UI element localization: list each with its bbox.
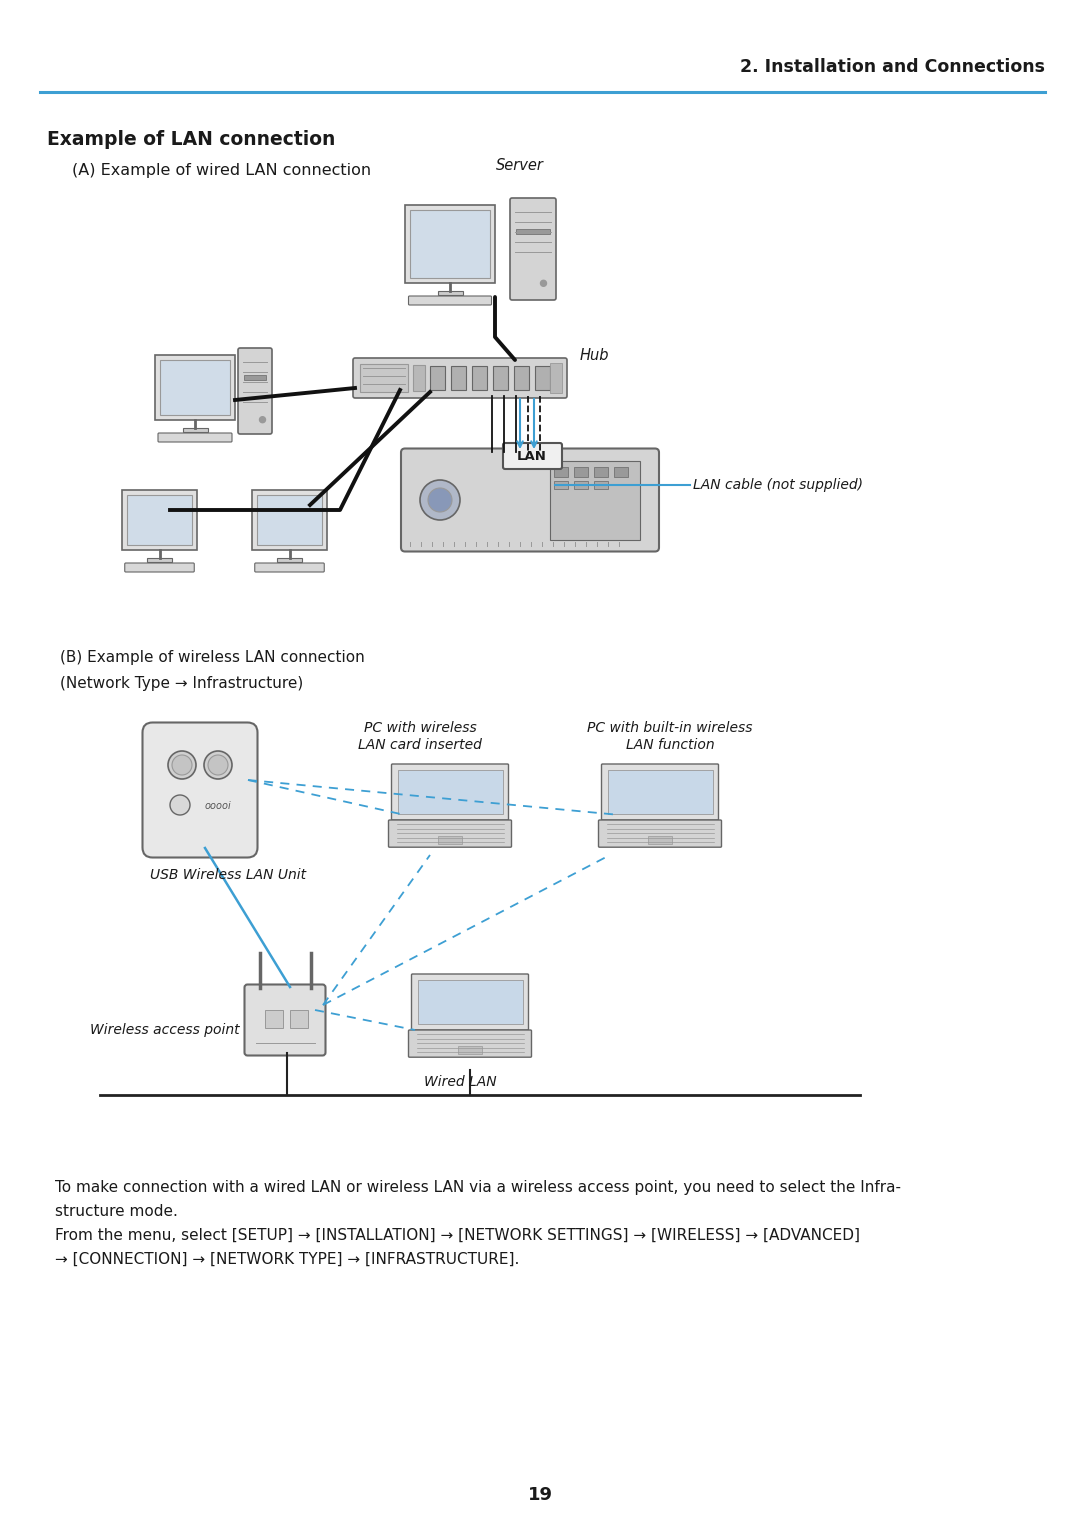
Bar: [183, 428, 207, 431]
Bar: [594, 466, 608, 477]
Bar: [252, 491, 327, 550]
Bar: [276, 558, 302, 562]
Bar: [410, 210, 490, 277]
Circle shape: [208, 754, 228, 776]
Bar: [472, 366, 487, 390]
Text: (B) Example of wireless LAN connection: (B) Example of wireless LAN connection: [60, 651, 365, 664]
Text: Example of LAN connection: Example of LAN connection: [48, 130, 336, 149]
Bar: [430, 366, 445, 390]
Text: From the menu, select [SETUP] → [INSTALLATION] → [NETWORK SETTINGS] → [WIRELESS]: From the menu, select [SETUP] → [INSTALL…: [55, 1228, 860, 1244]
FancyBboxPatch shape: [125, 562, 194, 572]
Text: LAN function: LAN function: [625, 738, 714, 751]
FancyBboxPatch shape: [408, 1030, 531, 1058]
Bar: [418, 980, 523, 1024]
FancyBboxPatch shape: [143, 722, 257, 858]
FancyBboxPatch shape: [353, 358, 567, 398]
Bar: [291, 1010, 308, 1029]
Bar: [594, 480, 608, 489]
Bar: [156, 355, 235, 421]
FancyBboxPatch shape: [510, 198, 556, 300]
Text: (Network Type → Infrastructure): (Network Type → Infrastructure): [60, 677, 303, 690]
Bar: [554, 466, 568, 477]
Bar: [514, 366, 529, 390]
FancyBboxPatch shape: [401, 448, 659, 552]
Text: Wired LAN: Wired LAN: [423, 1074, 497, 1090]
Text: LAN: LAN: [517, 450, 546, 462]
Bar: [160, 360, 230, 415]
Bar: [438, 837, 462, 844]
Bar: [265, 1010, 283, 1029]
Text: 19: 19: [527, 1486, 553, 1504]
Bar: [550, 363, 562, 393]
Bar: [573, 466, 588, 477]
Circle shape: [168, 751, 195, 779]
FancyBboxPatch shape: [411, 974, 528, 1030]
Bar: [413, 366, 426, 392]
Bar: [127, 495, 192, 546]
Bar: [554, 480, 568, 489]
Text: Wireless access point: Wireless access point: [90, 1023, 240, 1036]
Text: structure mode.: structure mode.: [55, 1204, 178, 1219]
Circle shape: [170, 796, 190, 815]
Text: 2. Installation and Connections: 2. Installation and Connections: [740, 58, 1045, 76]
Bar: [147, 558, 172, 562]
Bar: [648, 837, 672, 844]
FancyBboxPatch shape: [158, 433, 232, 442]
Bar: [607, 770, 713, 814]
FancyBboxPatch shape: [598, 820, 721, 847]
Bar: [405, 206, 495, 283]
Text: ooooi: ooooi: [205, 802, 232, 811]
FancyBboxPatch shape: [255, 562, 324, 572]
Bar: [122, 491, 197, 550]
Bar: [535, 366, 550, 390]
Circle shape: [204, 751, 232, 779]
Text: Server: Server: [496, 158, 544, 174]
Bar: [516, 230, 550, 235]
Bar: [458, 1045, 482, 1055]
Text: PC with wireless: PC with wireless: [364, 721, 476, 735]
Circle shape: [428, 488, 453, 512]
Circle shape: [172, 754, 192, 776]
Bar: [257, 495, 322, 546]
Bar: [451, 366, 465, 390]
FancyBboxPatch shape: [503, 443, 562, 469]
FancyBboxPatch shape: [602, 764, 718, 820]
Text: LAN card inserted: LAN card inserted: [359, 738, 482, 751]
Bar: [244, 375, 266, 379]
Text: USB Wireless LAN Unit: USB Wireless LAN Unit: [150, 869, 306, 882]
Circle shape: [540, 280, 546, 287]
FancyBboxPatch shape: [244, 985, 325, 1056]
Text: (A) Example of wired LAN connection: (A) Example of wired LAN connection: [72, 163, 372, 178]
Bar: [437, 291, 462, 296]
Bar: [397, 770, 502, 814]
Text: PC with built-in wireless: PC with built-in wireless: [588, 721, 753, 735]
FancyBboxPatch shape: [238, 347, 272, 434]
Circle shape: [420, 480, 460, 520]
Text: → [CONNECTION] → [NETWORK TYPE] → [INFRASTRUCTURE].: → [CONNECTION] → [NETWORK TYPE] → [INFRA…: [55, 1253, 519, 1266]
Bar: [492, 366, 508, 390]
Circle shape: [259, 416, 266, 422]
FancyBboxPatch shape: [389, 820, 512, 847]
Text: Hub: Hub: [580, 349, 609, 364]
FancyBboxPatch shape: [408, 296, 491, 305]
Bar: [360, 364, 408, 392]
Bar: [615, 466, 627, 477]
Text: LAN cable (not supplied): LAN cable (not supplied): [693, 479, 863, 492]
Bar: [573, 480, 588, 489]
Text: To make connection with a wired LAN or wireless LAN via a wireless access point,: To make connection with a wired LAN or w…: [55, 1180, 901, 1195]
Bar: [550, 460, 640, 539]
FancyBboxPatch shape: [391, 764, 509, 820]
